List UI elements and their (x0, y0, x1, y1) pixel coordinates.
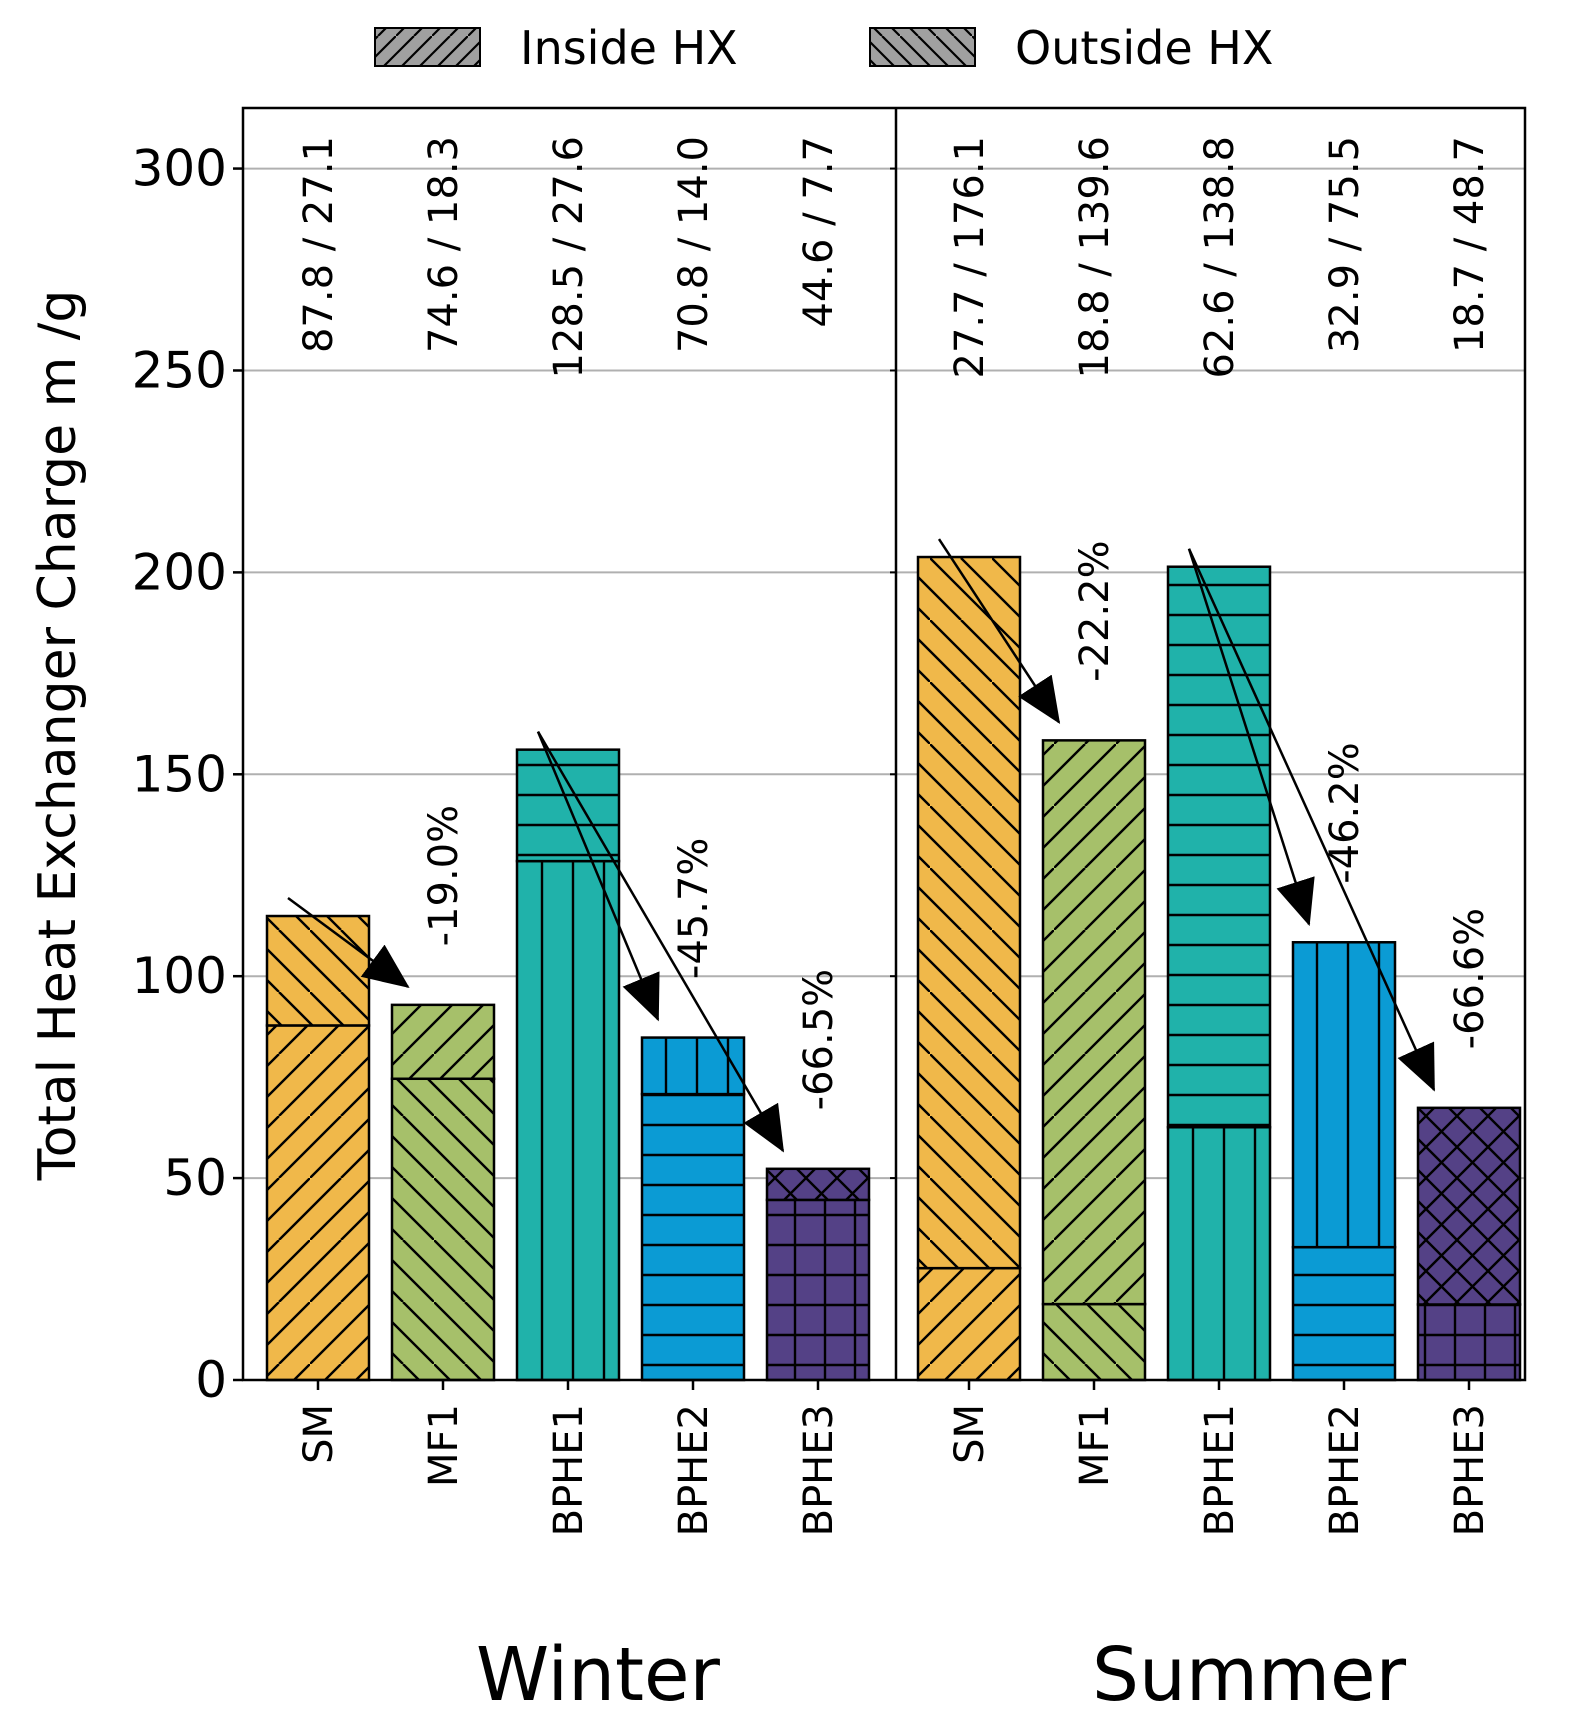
bar-inside-hatch (1291, 1245, 1397, 1382)
bar-outside-hatch (1291, 941, 1397, 1249)
bar-inside-hatch (1041, 1302, 1147, 1382)
bars (265, 555, 1522, 1382)
legend-label-inside: Inside HX (520, 21, 738, 75)
reduction-arrow (536, 731, 785, 1153)
x-tick-label: BPHE3 (1447, 1404, 1493, 1536)
plot-frame (241, 106, 1527, 1382)
bar-value-annotation: 32.9 / 75.5 (1322, 136, 1368, 353)
bar-value-annotation: 18.7 / 48.7 (1447, 136, 1493, 353)
bar-value-annotation: 27.7 / 176.1 (947, 136, 993, 378)
bar-outside-hatch (765, 1167, 871, 1202)
x-tick-label: BPHE3 (796, 1404, 842, 1536)
legend-entry-inside: Inside HX (374, 21, 738, 75)
bar-outside-hatch (916, 555, 1022, 1270)
reduction-arrow (287, 897, 410, 989)
x-tick-label: BPHE2 (671, 1404, 717, 1536)
x-tick-label: SM (296, 1404, 342, 1464)
reduction-percent-label: -46.2% (1322, 742, 1368, 884)
bar-value-annotation: 74.6 / 18.3 (421, 136, 467, 353)
bar-inside-hatch (390, 1077, 496, 1382)
y-axis: 0 50 100 150 200 250 300 (132, 140, 896, 1409)
reduction-percent-label: -19.0% (421, 805, 467, 947)
reduction-percent-label: -66.5% (796, 969, 842, 1111)
reduction-percent-label: -66.6% (1447, 908, 1493, 1050)
legend-swatch-inside-hatch (374, 27, 481, 67)
bar-inside-hatch (640, 1092, 746, 1382)
x-tick-label: BPHE1 (546, 1404, 592, 1536)
y-tick-label: 200 (132, 543, 227, 601)
bar-value-annotation: 70.8 / 14.0 (671, 136, 717, 353)
reduction-arrow (937, 538, 1061, 725)
bar-inside-hatch (515, 859, 621, 1382)
y-axis-label: Total Heat Exchanger Charge m /g (28, 290, 88, 1182)
bar-value-annotation: 62.6 / 138.8 (1197, 136, 1243, 378)
reduction-percent-label: -45.7% (671, 838, 717, 980)
reduction-percent-label: -22.2% (1072, 540, 1118, 682)
reduction-arrow (536, 731, 660, 1022)
bar-inside-hatch (1166, 1125, 1272, 1382)
y-tick-label: 300 (132, 140, 227, 198)
x-tick-label: MF1 (421, 1404, 467, 1487)
reduction-arrows: -19.0% -45.7% -66.5% -22.2% -46.2% -66.6% (287, 538, 1493, 1153)
bar-value-annotation: 18.8 / 139.6 (1072, 136, 1118, 378)
bar-value-annotation: 87.8 / 27.1 (296, 136, 342, 353)
legend-entry-outside: Outside HX (869, 21, 1273, 75)
season-labels: Winter Summer (476, 1632, 1407, 1718)
reduction-arrow (1187, 548, 1315, 927)
x-axis: SM MF1 BPHE1 BPHE2 BPHE3 SM MF1 BPHE1 BPHE2 BPHE3 (296, 1380, 1493, 1536)
season-label: Summer (1092, 1632, 1407, 1718)
bar-value-annotation: 128.5 / 27.6 (546, 136, 592, 378)
season-label: Winter (476, 1632, 721, 1718)
y-tick-label: 100 (132, 947, 227, 1005)
y-tick-label: 0 (195, 1351, 227, 1409)
x-tick-label: SM (947, 1404, 993, 1464)
value-annotations: 87.8 / 27.1 74.6 / 18.3 128.5 / 27.6 70.8 /… (296, 136, 1493, 378)
x-tick-label: MF1 (1072, 1404, 1118, 1487)
bar-value-annotation: 44.6 / 7.7 (796, 136, 842, 328)
legend-swatch-outside-hatch (869, 27, 976, 67)
x-tick-label: BPHE1 (1197, 1404, 1243, 1536)
y-tick-label: 150 (132, 745, 227, 803)
bar-outside-hatch (1416, 1106, 1522, 1306)
bar-inside-hatch (765, 1198, 871, 1382)
bar-outside-hatch (265, 914, 371, 1027)
bar-inside-hatch (265, 1024, 371, 1382)
legend-label-outside: Outside HX (1015, 21, 1273, 75)
reduction-arrow (1187, 548, 1436, 1092)
bar-inside-hatch (1416, 1303, 1522, 1382)
bar-outside-hatch (1166, 565, 1272, 1129)
x-tick-label: BPHE2 (1322, 1404, 1368, 1536)
bar-outside-hatch (1041, 739, 1147, 1306)
y-tick-label: 50 (163, 1149, 227, 1207)
plot-border (241, 106, 1527, 1382)
bar-outside-hatch (390, 1003, 496, 1081)
y-tick-label: 250 (132, 341, 227, 399)
legend: Inside HX Outside HX (374, 21, 1273, 75)
bar-inside-hatch (916, 1266, 1022, 1382)
bar-outside-hatch (640, 1036, 746, 1096)
